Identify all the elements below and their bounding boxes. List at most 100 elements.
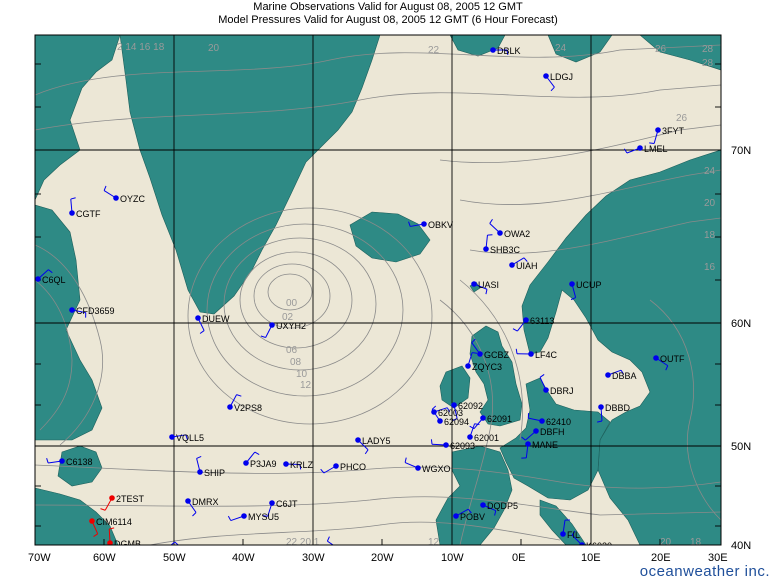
wind-barb-flag: [430, 439, 433, 445]
svg-text:10: 10: [296, 369, 308, 380]
station-uasi: UASI: [471, 280, 499, 295]
station-dot[interactable]: [579, 542, 585, 548]
isobar-low-4: [223, 237, 377, 371]
station-wgxo: WGXO: [404, 457, 451, 474]
station-label: FIL: [567, 530, 580, 540]
station-label: C6138: [66, 457, 93, 467]
station-label: 62410: [546, 417, 571, 427]
station-dot[interactable]: [355, 437, 361, 443]
station-gcbz: GCBZ: [471, 338, 510, 360]
station-label: MYSU5: [248, 512, 279, 522]
station-dot[interactable]: [598, 404, 604, 410]
lon-label: 20W: [371, 552, 394, 564]
wind-barb-flag: [320, 468, 325, 474]
station-label: LDGJ: [550, 72, 573, 82]
station-dot[interactable]: [605, 372, 611, 378]
station-dot[interactable]: [480, 502, 486, 508]
station-dbba: DBBA: [605, 369, 637, 381]
station-dot[interactable]: [89, 518, 95, 524]
station-dot[interactable]: [437, 418, 443, 424]
station-dot[interactable]: [59, 458, 65, 464]
station-label: SHB3C: [490, 245, 521, 255]
station-dot[interactable]: [471, 281, 477, 287]
station-dot[interactable]: [653, 355, 659, 361]
station-dot[interactable]: [243, 460, 249, 466]
station-dot[interactable]: [497, 230, 503, 236]
station-dot[interactable]: [431, 409, 437, 415]
station-dot[interactable]: [269, 500, 275, 506]
station-dot[interactable]: [69, 210, 75, 216]
station-dot[interactable]: [185, 498, 191, 504]
station-dot[interactable]: [483, 246, 489, 252]
svalbard-east-land: [547, 35, 613, 63]
station-dot[interactable]: [453, 513, 459, 519]
station-dot[interactable]: [533, 428, 539, 434]
station-dot[interactable]: [543, 387, 549, 393]
station-dot[interactable]: [480, 415, 486, 421]
station-dot[interactable]: [443, 442, 449, 448]
station-dqdp5: DQDP5: [480, 501, 518, 516]
station-dot[interactable]: [467, 434, 473, 440]
station-dot[interactable]: [421, 221, 427, 227]
wind-barb-flag: [262, 515, 268, 517]
station-duew: DUEW: [195, 314, 230, 334]
station-obkv: OBKV: [408, 220, 453, 230]
station-lf4c: LF4C: [515, 348, 558, 360]
station-dot[interactable]: [569, 281, 575, 287]
station-dot[interactable]: [197, 469, 203, 475]
station-dot[interactable]: [415, 465, 421, 471]
station-label: DUEW: [202, 314, 230, 324]
station-dot[interactable]: [451, 402, 457, 408]
wind-barb-flag: [70, 197, 76, 200]
station-dot[interactable]: [333, 463, 339, 469]
svg-text:22: 22: [428, 45, 440, 56]
wind-barb-flag: [623, 148, 628, 154]
station-label: DBBA: [612, 371, 637, 381]
station-dot[interactable]: [283, 461, 289, 467]
station-dot[interactable]: [528, 351, 534, 357]
station-dot[interactable]: [35, 276, 41, 282]
svg-text:20: 20: [660, 537, 672, 548]
station-dot[interactable]: [169, 434, 175, 440]
station-dot[interactable]: [241, 513, 247, 519]
station-dot[interactable]: [543, 73, 549, 79]
station-dot[interactable]: [109, 495, 115, 501]
wind-barb-flag: [620, 369, 625, 375]
station-dot[interactable]: [69, 307, 75, 313]
wind-barb-flag: [521, 436, 526, 441]
wind-barb-flag: [472, 352, 478, 354]
station-dot[interactable]: [637, 145, 643, 151]
station-dot[interactable]: [477, 351, 483, 357]
wind-barb-flag: [506, 49, 509, 56]
iberia-land: [435, 445, 513, 545]
svg-text:00: 00: [286, 298, 298, 309]
station-dot[interactable]: [655, 127, 661, 133]
station-label: CFD3659: [76, 306, 115, 316]
station-dot[interactable]: [490, 47, 496, 53]
station-cgtf: CGTF: [69, 197, 101, 219]
station-label: DQDP5: [487, 501, 518, 511]
wind-barb-flag: [597, 420, 603, 423]
station-label: LADY5: [362, 436, 391, 446]
wind-barb-flag: [474, 423, 480, 426]
station-dot[interactable]: [269, 322, 275, 328]
station-dot[interactable]: [539, 418, 545, 424]
station-dot[interactable]: [523, 317, 529, 323]
station-dot[interactable]: [465, 363, 471, 369]
station-dot[interactable]: [69, 548, 75, 554]
wind-barb-flag: [254, 451, 260, 455]
station-label: OYZC: [120, 194, 146, 204]
wind-barb-flag: [649, 142, 655, 144]
station-dbrj: DBRJ: [539, 374, 574, 396]
isobar-low-6: [187, 207, 433, 425]
station-dot[interactable]: [509, 262, 515, 268]
station-label: WGXO: [422, 464, 451, 474]
station-dot[interactable]: [113, 195, 119, 201]
station-dot[interactable]: [195, 315, 201, 321]
station-dot[interactable]: [336, 546, 342, 552]
station-dot[interactable]: [560, 531, 566, 537]
station-dot[interactable]: [525, 441, 531, 447]
station-fil: FIL: [560, 519, 580, 540]
station-dot[interactable]: [107, 540, 113, 546]
station-dot[interactable]: [227, 404, 233, 410]
